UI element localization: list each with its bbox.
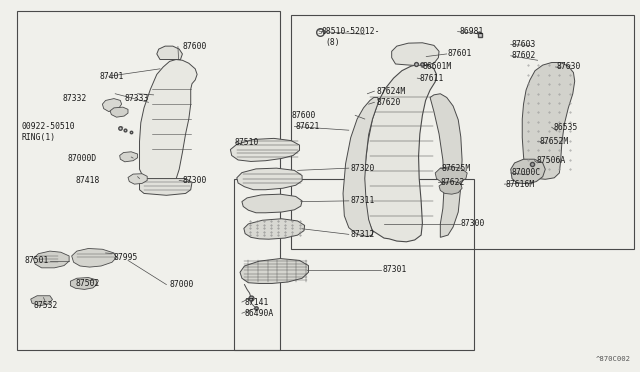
Text: 87652M: 87652M	[540, 137, 569, 146]
Text: 87616M: 87616M	[506, 180, 535, 189]
Text: 87000: 87000	[170, 280, 194, 289]
Text: 86490A: 86490A	[244, 309, 274, 318]
Text: 87625M: 87625M	[442, 164, 471, 173]
Text: 86981: 86981	[460, 27, 484, 36]
Text: 87301: 87301	[383, 265, 407, 274]
Polygon shape	[140, 179, 192, 195]
Text: 87320: 87320	[351, 164, 375, 173]
Text: 87000D: 87000D	[67, 154, 97, 163]
Text: 87501: 87501	[24, 256, 49, 265]
Text: 00922-50510: 00922-50510	[21, 122, 75, 131]
Text: 08510-52012-: 08510-52012-	[321, 27, 380, 36]
Bar	[17, 11, 280, 350]
Text: ^870C002: ^870C002	[595, 356, 630, 362]
Text: 87620: 87620	[376, 98, 401, 107]
Text: 87630: 87630	[557, 62, 581, 71]
Polygon shape	[72, 248, 116, 267]
Text: 87995: 87995	[114, 253, 138, 262]
Text: 87602: 87602	[512, 51, 536, 60]
Text: 87600: 87600	[182, 42, 207, 51]
Text: RING(1): RING(1)	[21, 133, 55, 142]
Text: 87312: 87312	[351, 230, 375, 239]
Polygon shape	[110, 107, 128, 117]
Polygon shape	[128, 174, 147, 184]
Polygon shape	[392, 43, 439, 65]
Polygon shape	[140, 60, 197, 182]
Text: (8): (8)	[325, 38, 340, 47]
Text: 87311: 87311	[351, 196, 375, 205]
Text: 87300: 87300	[182, 176, 207, 185]
Polygon shape	[244, 219, 305, 239]
Text: 87603: 87603	[512, 40, 536, 49]
Polygon shape	[33, 251, 69, 268]
Polygon shape	[31, 296, 52, 306]
Polygon shape	[70, 278, 97, 289]
Polygon shape	[435, 167, 467, 184]
Text: 87600: 87600	[291, 111, 316, 120]
Text: 87601: 87601	[448, 49, 472, 58]
Text: 87418: 87418	[76, 176, 100, 185]
Bar	[291, 15, 634, 249]
Text: 87611: 87611	[419, 74, 444, 83]
Bar	[234, 179, 474, 350]
Polygon shape	[240, 259, 308, 283]
Text: 87532: 87532	[33, 301, 58, 310]
Text: 87000C: 87000C	[512, 169, 541, 177]
Text: 87300: 87300	[461, 219, 485, 228]
Text: 87510: 87510	[235, 138, 259, 147]
Polygon shape	[343, 97, 379, 237]
Text: 87506A: 87506A	[536, 156, 566, 165]
Text: S: S	[317, 29, 323, 35]
Text: 87624M: 87624M	[376, 87, 406, 96]
Polygon shape	[522, 62, 575, 179]
Polygon shape	[237, 168, 302, 190]
Polygon shape	[120, 152, 138, 162]
Polygon shape	[430, 94, 462, 237]
Text: 86535: 86535	[554, 123, 578, 132]
Polygon shape	[242, 194, 302, 213]
Polygon shape	[364, 64, 436, 242]
Polygon shape	[511, 159, 545, 184]
Polygon shape	[230, 138, 300, 161]
Text: 87401: 87401	[99, 72, 124, 81]
Text: 86601M: 86601M	[422, 62, 452, 71]
Text: 87141: 87141	[244, 298, 269, 307]
Text: 87332: 87332	[63, 94, 87, 103]
Text: 87502: 87502	[76, 279, 100, 288]
Text: 87333: 87333	[125, 94, 149, 103]
Text: 87621: 87621	[296, 122, 320, 131]
Polygon shape	[102, 99, 122, 112]
Polygon shape	[157, 46, 182, 60]
Text: 87622: 87622	[440, 178, 465, 187]
Polygon shape	[439, 182, 462, 194]
